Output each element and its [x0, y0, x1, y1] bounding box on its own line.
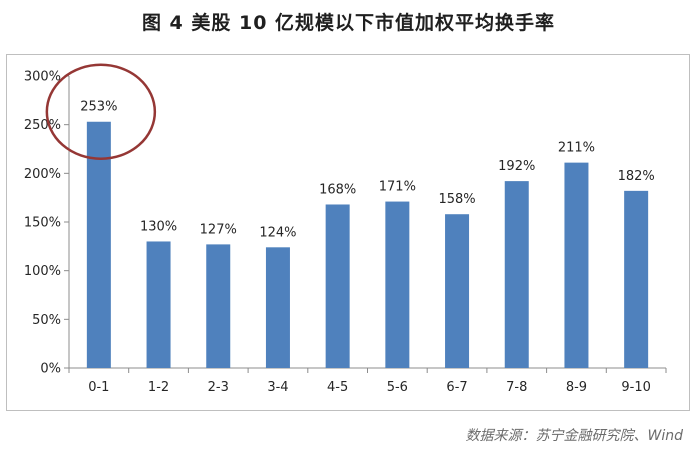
y-tick-label: 300% — [24, 70, 61, 85]
data-label: 211% — [558, 141, 595, 156]
x-tick-label: 9-10 — [621, 380, 651, 395]
x-tick-label: 0-1 — [88, 380, 109, 395]
bar — [564, 162, 589, 368]
data-label: 253% — [80, 100, 117, 115]
data-label: 171% — [379, 180, 416, 195]
y-tick-label: 50% — [32, 313, 61, 328]
bar — [146, 241, 171, 368]
x-tick-label: 4-5 — [327, 380, 348, 395]
source-note: 数据来源：苏宁金融研究院、Wind — [465, 428, 684, 444]
x-tick-label: 7-8 — [506, 380, 527, 395]
y-tick-label: 250% — [24, 118, 61, 133]
y-tick-label: 150% — [24, 216, 61, 231]
bar — [504, 181, 529, 368]
bar — [385, 201, 410, 368]
x-tick-label: 2-3 — [208, 380, 229, 395]
bar — [624, 190, 649, 368]
bar — [265, 247, 290, 368]
x-tick-label: 6-7 — [446, 380, 467, 395]
chart-frame — [6, 54, 690, 411]
y-tick-label: 0% — [40, 362, 61, 377]
data-label: 124% — [259, 225, 296, 240]
x-tick-label: 5-6 — [387, 380, 408, 395]
chart-title: 图 4 美股 10 亿规模以下市值加权平均换手率 — [141, 12, 556, 34]
highlight-circle — [45, 63, 157, 160]
x-tick-label: 3-4 — [267, 380, 288, 395]
data-label: 168% — [319, 182, 356, 197]
data-label: 192% — [498, 159, 535, 174]
data-label: 158% — [438, 192, 475, 207]
data-label: 130% — [140, 219, 177, 234]
bar — [325, 204, 350, 368]
y-tick-label: 100% — [24, 264, 61, 279]
data-label: 127% — [200, 222, 237, 237]
bar — [445, 214, 470, 368]
y-tick-label: 200% — [24, 167, 61, 182]
x-tick-label: 1-2 — [148, 380, 169, 395]
bar — [86, 121, 111, 368]
x-tick-label: 8-9 — [566, 380, 587, 395]
bar — [206, 244, 231, 368]
data-label: 182% — [618, 169, 655, 184]
